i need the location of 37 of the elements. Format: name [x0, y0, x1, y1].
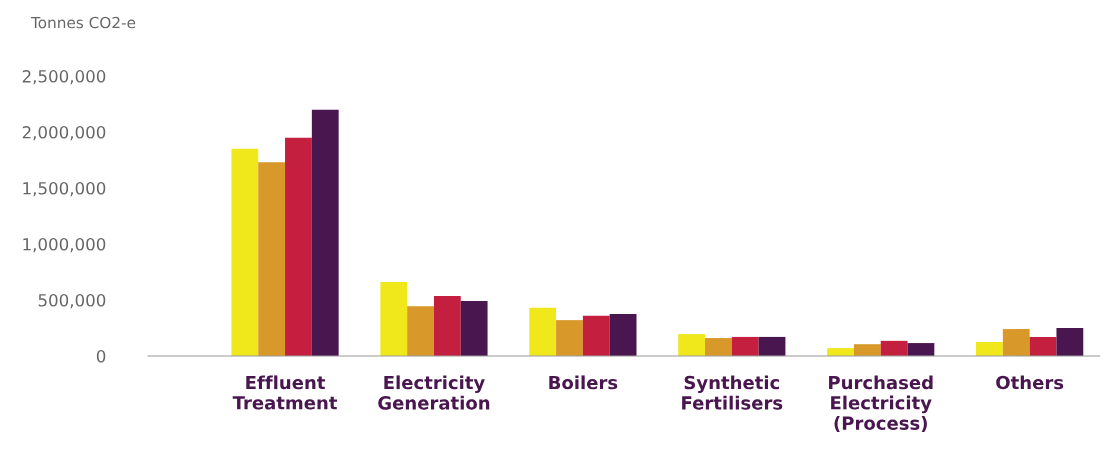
bar	[529, 307, 557, 356]
bar	[1002, 329, 1030, 356]
y-tick-label: 0	[96, 349, 106, 363]
bar	[556, 320, 583, 356]
bar	[311, 109, 339, 356]
bar	[907, 343, 935, 356]
y-axis-title: Tonnes CO2-e	[30, 16, 136, 29]
x-tick-label: Synthetic Fertilisers	[682, 375, 783, 410]
bar	[407, 306, 434, 356]
x-tick-label: Boilers	[549, 375, 618, 390]
y-tick-label: 1,500,000	[23, 181, 106, 197]
bar	[1029, 336, 1057, 356]
bar	[1056, 327, 1084, 356]
bar	[705, 338, 732, 356]
bar	[880, 340, 908, 356]
x-tick-label: Others	[996, 375, 1064, 390]
bar	[731, 336, 759, 356]
bar	[758, 336, 786, 356]
x-tick-label: Purchased Electricity (Process)	[829, 375, 933, 433]
bar	[258, 162, 286, 356]
bar	[460, 301, 488, 356]
x-tick-label: Effluent Treatment	[232, 375, 338, 410]
bar	[582, 315, 610, 356]
y-tick-label: 2,000,000	[22, 125, 106, 141]
y-tick-label: 1,000,000	[23, 237, 106, 253]
y-tick-label: 2,500,000	[22, 70, 106, 85]
bar	[609, 313, 637, 356]
x-tick-label: Electricity Generation	[378, 375, 490, 410]
bar	[678, 334, 705, 356]
bar	[827, 348, 854, 356]
bar	[976, 341, 1003, 356]
bar	[231, 148, 259, 356]
bar	[853, 344, 881, 356]
bar	[285, 137, 312, 356]
bar	[433, 296, 461, 356]
bar	[380, 282, 408, 356]
y-tick-label: 500,000	[38, 293, 106, 309]
